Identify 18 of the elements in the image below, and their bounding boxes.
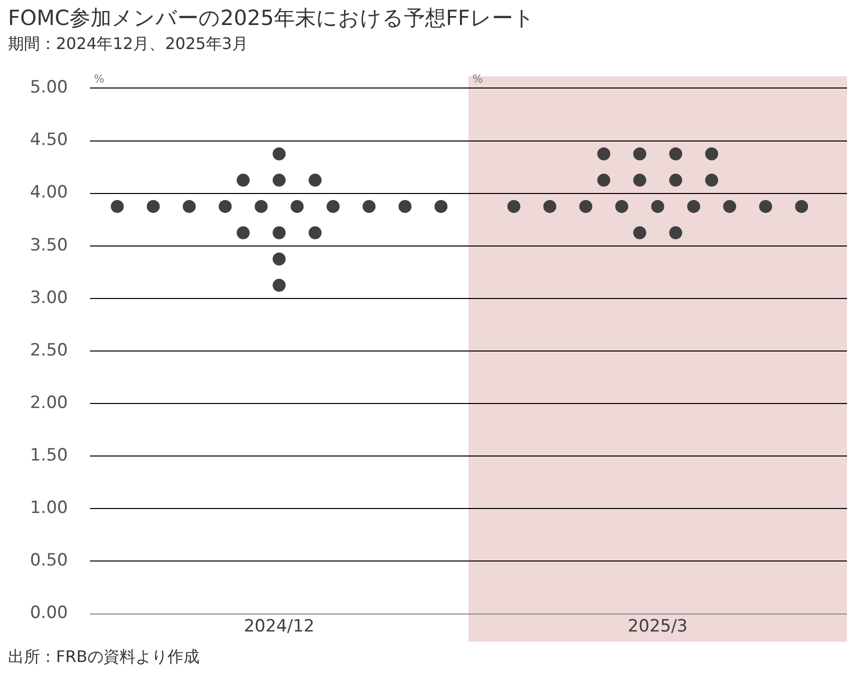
- x-tick-label: 2025/3: [628, 616, 688, 636]
- x-tick-label: 2024/12: [244, 616, 314, 636]
- y-tick-label: 2.00: [30, 392, 68, 413]
- y-tick-label: 3.50: [30, 235, 68, 256]
- text: %: [94, 72, 104, 86]
- y-tick-label: 4.50: [30, 130, 68, 150]
- text: 出所：FRBの資料より作成: [8, 646, 200, 668]
- y-tick-label: 0.00: [30, 603, 68, 624]
- y-tick-label: 4.00: [30, 182, 68, 203]
- y-tick-label: 3.00: [30, 288, 68, 308]
- y-tick-label: 1.00: [30, 498, 68, 518]
- chart-title: FOMC参加メンバーの2025年末における予想FFレート: [8, 5, 536, 32]
- y-tick-label: 0.50: [30, 550, 68, 571]
- chart-subtitle: 期間：2024年12月、2025年3月: [8, 33, 249, 55]
- y-tick-label: 5.00: [30, 78, 68, 98]
- y-tick-label: 1.50: [30, 446, 68, 466]
- text: %: [472, 72, 483, 86]
- y-tick-label: 2.50: [30, 340, 68, 360]
